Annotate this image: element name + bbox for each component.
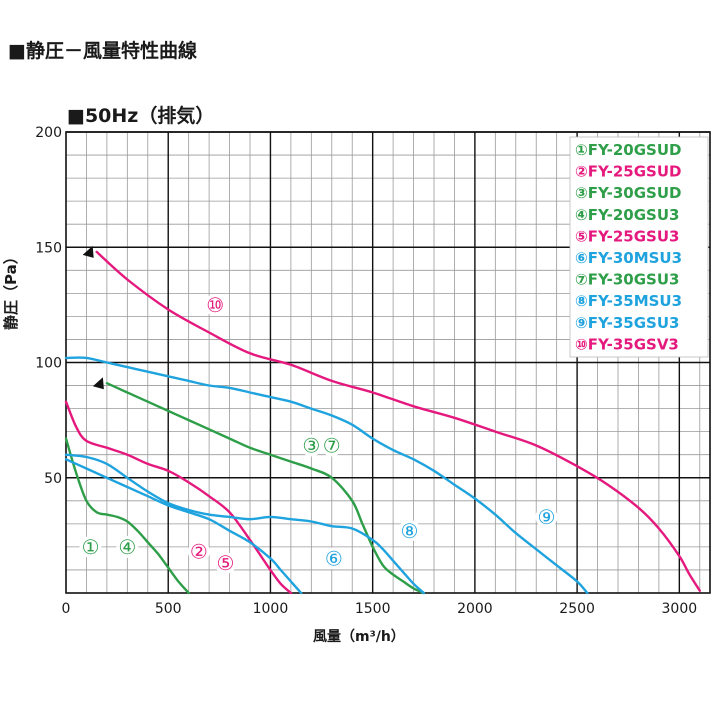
legend-box: [569, 136, 709, 358]
series-annotation: ⑩: [204, 293, 227, 317]
legend-entry: ④FY-20GSU3: [575, 206, 679, 224]
series-annotation: ⑤: [214, 551, 237, 575]
annotation-backdrop: [398, 519, 421, 542]
legend-entry: ⑨FY-35GSU3: [575, 314, 679, 332]
legend-entry: ⑩FY-35GSV3: [575, 335, 679, 353]
annotation-backdrop: [322, 547, 345, 570]
series-annotation: ⑥: [322, 546, 345, 570]
series-annotation: ④: [116, 535, 139, 559]
annotation-backdrop: [535, 505, 558, 528]
x-tick-label: 1000: [253, 601, 289, 617]
annotation-backdrop: [300, 434, 323, 457]
series-annotation: ⑨: [535, 505, 558, 529]
series-line: [64, 437, 190, 595]
annotation-label: ①: [82, 535, 100, 559]
legend-entry: ⑤FY-25GSU3: [575, 227, 679, 245]
annotation-label: ②: [190, 540, 208, 564]
x-tick-label: 2500: [559, 601, 595, 617]
page-title: ■静圧－風量特性曲線: [8, 40, 197, 62]
chart-title: ■50Hz（排気）: [67, 105, 215, 127]
y-tick-label: 100: [35, 356, 62, 372]
legend-entry: ②FY-25GSUD: [575, 163, 681, 181]
x-tick-label: 3000: [662, 601, 698, 617]
x-tick-label: 1500: [355, 601, 391, 617]
y-tick-label: 150: [35, 240, 62, 256]
annotation-backdrop: [79, 535, 102, 558]
annotation-backdrop: [204, 293, 227, 316]
annotation-label: ③: [302, 433, 320, 457]
legend-entry: ⑦FY-30GSU3: [575, 271, 679, 289]
x-axis-label: 風量（m³/h）: [313, 629, 405, 645]
annotation-label: ⑩: [206, 293, 224, 317]
y-tick-label: 50: [44, 471, 62, 487]
annotation-label: ⑧: [400, 519, 418, 543]
series-annotation: ⑦: [320, 433, 343, 457]
series-annotation: ①: [79, 535, 102, 559]
series-line: [64, 356, 589, 595]
annotation-label: ⑨: [537, 505, 555, 529]
plot-frame: [65, 131, 711, 594]
series-line: [95, 250, 701, 592]
series-annotation: ⑧: [398, 519, 421, 543]
annotation-backdrop: [116, 535, 139, 558]
annotation-label: ⑥: [325, 546, 343, 570]
series-annotation: ③: [300, 433, 323, 457]
legend-entry: ①FY-20GSUD: [575, 141, 681, 159]
x-tick-label: 0: [62, 601, 71, 617]
x-tick-label: 2000: [457, 601, 493, 617]
series-line: [105, 382, 425, 595]
series-line: [64, 400, 293, 595]
series-annotation: ②: [187, 540, 210, 564]
y-tick-label: 200: [35, 125, 62, 141]
legend-entry: ⑧FY-35MSU3: [575, 292, 682, 310]
legend-entry: ⑥FY-30MSU3: [575, 249, 682, 267]
annotation-label: ⑦: [323, 433, 341, 457]
x-tick-label: 500: [155, 601, 182, 617]
series-line: [64, 458, 303, 595]
curve-start-marker: [82, 245, 94, 258]
annotation-backdrop: [187, 540, 210, 563]
series-line: [64, 453, 425, 595]
curve-start-marker: [92, 377, 104, 390]
annotation-backdrop: [320, 434, 343, 457]
annotation-backdrop: [214, 552, 237, 575]
annotation-label: ④: [118, 535, 136, 559]
annotation-label: ⑤: [216, 551, 234, 575]
legend-entry: ③FY-30GSUD: [575, 184, 681, 202]
